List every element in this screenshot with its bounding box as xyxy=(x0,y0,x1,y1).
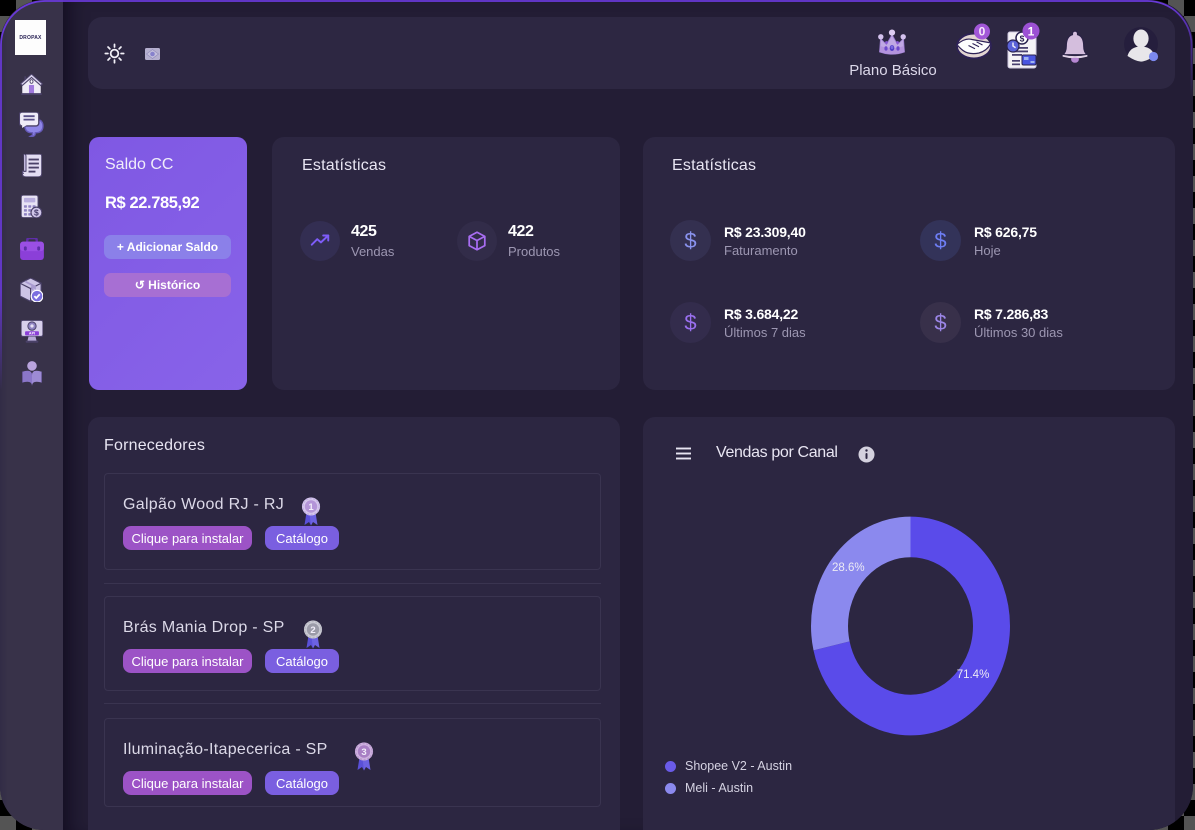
svg-text:$: $ xyxy=(34,208,39,218)
svg-text:2: 2 xyxy=(310,625,315,636)
svg-text:1: 1 xyxy=(308,502,314,513)
svg-text:0: 0 xyxy=(979,25,986,39)
svg-text:71.4%: 71.4% xyxy=(957,669,990,681)
svg-text:3: 3 xyxy=(361,747,366,758)
svg-text:1: 1 xyxy=(1028,24,1035,38)
svg-text:28.6%: 28.6% xyxy=(832,562,865,574)
svg-text:API: API xyxy=(28,332,34,336)
